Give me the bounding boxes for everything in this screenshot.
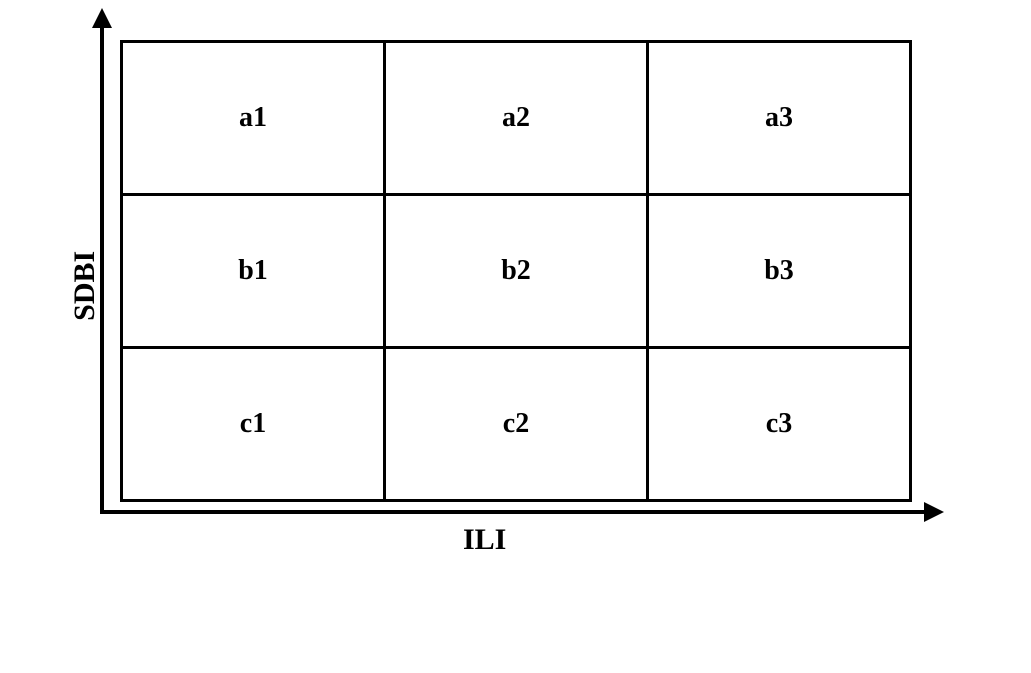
x-axis-label: ILI [463,523,506,557]
grid-table: a1a2a3b1b2b3c1c2c3 [120,40,912,502]
table-row: a1a2a3 [122,42,911,195]
grid-cell: c2 [385,348,648,501]
grid-cell: b2 [385,195,648,348]
grid-cell: b3 [648,195,911,348]
grid-cell: c3 [648,348,911,501]
grid-cell: a2 [385,42,648,195]
grid-cell: b1 [122,195,385,348]
x-axis-arrow-icon [924,502,944,522]
grid-cell: a1 [122,42,385,195]
matrix-chart: SDBI a1a2a3b1b2b3c1c2c3 ILI [40,40,912,552]
x-axis-line [100,510,937,514]
table-row: b1b2b3 [122,195,911,348]
y-axis-label: SDBI [68,251,102,321]
plot-area: a1a2a3b1b2b3c1c2c3 [100,40,912,502]
table-row: c1c2c3 [122,348,911,501]
grid-cell: a3 [648,42,911,195]
grid-cell: c1 [122,348,385,501]
